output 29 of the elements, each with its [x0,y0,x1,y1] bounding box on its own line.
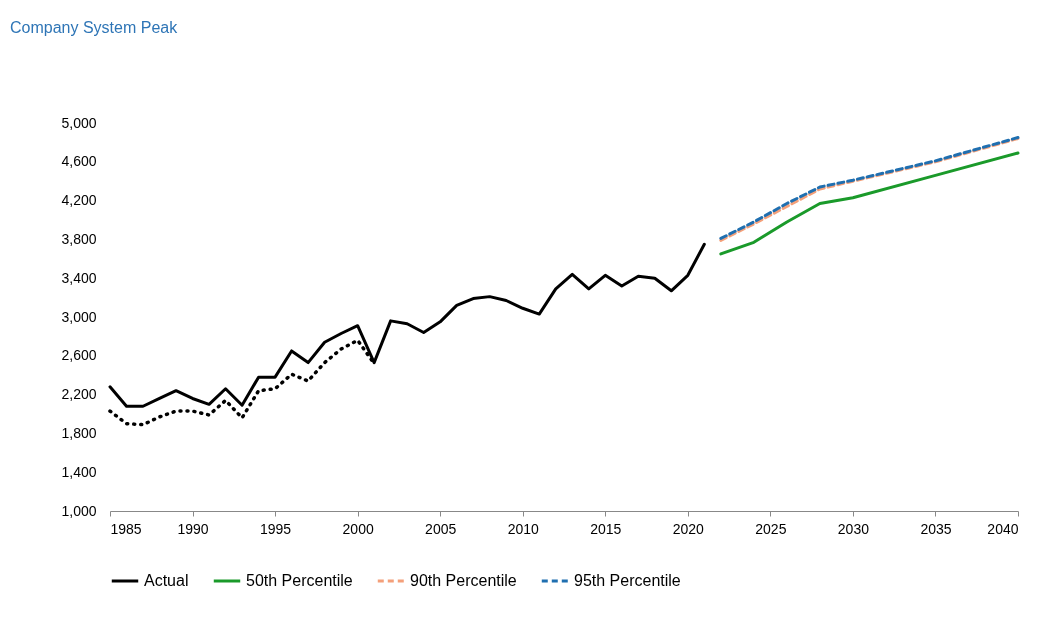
x-tick-label: 2040 [987,520,1019,537]
x-tick-label: 2005 [425,520,457,537]
x-tick-label: 2035 [920,520,952,537]
y-tick-label: 1,800 [61,424,97,441]
y-tick-label: 2,600 [61,347,97,364]
x-tick-label: 2020 [672,520,705,537]
x-tick-label: 2010 [507,520,540,537]
line-series [719,151,1020,256]
x-tick-label: 2015 [590,520,622,537]
x-tick-label: 2000 [342,520,374,537]
y-tick-label: 1,400 [61,463,97,480]
y-tick-label: 3,400 [61,269,97,286]
legend-label: 95th Percentile [574,572,681,589]
legend-label: 50th Percentile [246,572,353,589]
y-tick-label: 3,000 [61,308,97,325]
y-tick-label: 5,000 [61,114,97,131]
x-tick-label: 1985 [110,520,142,537]
legend-label: Actual [144,572,189,589]
x-tick-label: 2030 [837,520,870,537]
y-tick-label: 1,000 [61,502,97,519]
legend-label: 90th Percentile [410,572,517,589]
x-tick-label: 2025 [755,520,787,537]
y-tick-label: 4,600 [61,153,97,170]
y-tick-label: 3,800 [61,230,97,247]
chart-title: Company System Peak [10,19,179,36]
x-tick-label: 1990 [177,520,209,537]
y-tick-label: 2,200 [61,386,97,403]
y-tick-label: 4,200 [61,192,97,209]
x-tick-label: 1995 [260,520,292,537]
